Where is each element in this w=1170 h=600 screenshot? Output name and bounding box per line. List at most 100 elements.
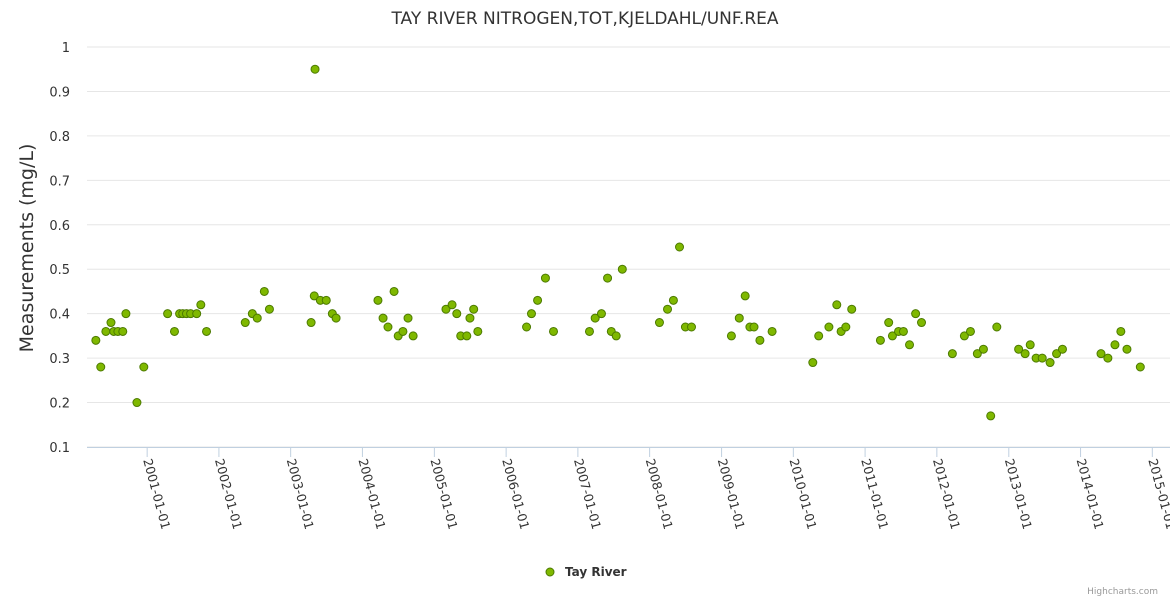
- data-point[interactable]: [522, 322, 532, 332]
- data-point[interactable]: [749, 322, 759, 332]
- data-point[interactable]: [259, 286, 269, 296]
- data-point[interactable]: [540, 273, 550, 283]
- data-point[interactable]: [252, 313, 262, 323]
- chart-title: TAY RIVER NITROGEN,TOT,KJELDAHL/UNF.REA: [390, 9, 778, 29]
- data-point[interactable]: [887, 331, 897, 341]
- data-point[interactable]: [972, 349, 982, 359]
- data-point[interactable]: [847, 304, 857, 314]
- data-point[interactable]: [808, 358, 818, 368]
- data-point[interactable]: [121, 309, 131, 319]
- data-point[interactable]: [240, 318, 250, 328]
- data-point[interactable]: [911, 309, 921, 319]
- y-tick-label: 1: [62, 41, 70, 56]
- data-point[interactable]: [898, 326, 908, 336]
- data-point[interactable]: [331, 313, 341, 323]
- data-point[interactable]: [1135, 362, 1145, 372]
- data-point[interactable]: [596, 309, 606, 319]
- data-point[interactable]: [309, 291, 319, 301]
- data-point[interactable]: [875, 335, 885, 345]
- data-point[interactable]: [668, 295, 678, 305]
- data-point[interactable]: [986, 411, 996, 421]
- credits-link[interactable]: Highcharts.com: [1087, 587, 1158, 597]
- data-point[interactable]: [992, 322, 1002, 332]
- data-point[interactable]: [755, 335, 765, 345]
- data-point[interactable]: [106, 318, 116, 328]
- data-point[interactable]: [590, 313, 600, 323]
- data-point[interactable]: [1116, 326, 1126, 336]
- y-tick-label: 0.4: [49, 308, 70, 323]
- data-point[interactable]: [533, 295, 543, 305]
- data-point[interactable]: [740, 291, 750, 301]
- data-point[interactable]: [310, 64, 320, 74]
- data-point[interactable]: [734, 313, 744, 323]
- data-point[interactable]: [1025, 340, 1035, 350]
- data-point[interactable]: [726, 331, 736, 341]
- data-point[interactable]: [841, 322, 851, 332]
- data-point[interactable]: [1014, 344, 1024, 354]
- data-point[interactable]: [1045, 358, 1055, 368]
- data-point[interactable]: [905, 340, 915, 350]
- data-point[interactable]: [408, 331, 418, 341]
- data-point[interactable]: [447, 300, 457, 310]
- data-point[interactable]: [965, 326, 975, 336]
- data-point[interactable]: [196, 300, 206, 310]
- data-point[interactable]: [526, 309, 536, 319]
- data-point[interactable]: [767, 326, 777, 336]
- data-point[interactable]: [91, 335, 101, 345]
- data-point[interactable]: [947, 349, 957, 359]
- data-point[interactable]: [321, 295, 331, 305]
- data-point[interactable]: [378, 313, 388, 323]
- data-point[interactable]: [202, 326, 212, 336]
- data-point[interactable]: [465, 313, 475, 323]
- data-point[interactable]: [603, 273, 613, 283]
- data-point[interactable]: [814, 331, 824, 341]
- data-point[interactable]: [549, 326, 559, 336]
- data-point[interactable]: [452, 309, 462, 319]
- data-point[interactable]: [169, 326, 179, 336]
- data-point[interactable]: [383, 322, 393, 332]
- x-tick-label: 2013-01-01: [1002, 457, 1035, 531]
- y-tick-label: 0.7: [49, 174, 70, 189]
- data-point[interactable]: [1057, 344, 1067, 354]
- legend[interactable]: Tay River: [545, 565, 627, 579]
- data-point[interactable]: [462, 331, 472, 341]
- data-point[interactable]: [1103, 353, 1113, 363]
- data-point[interactable]: [398, 326, 408, 336]
- data-point[interactable]: [687, 322, 697, 332]
- data-point[interactable]: [675, 242, 685, 252]
- data-point[interactable]: [264, 304, 274, 314]
- x-tick-label: 2007-01-01: [571, 457, 604, 531]
- data-point[interactable]: [1020, 349, 1030, 359]
- data-point[interactable]: [959, 331, 969, 341]
- data-point[interactable]: [1096, 349, 1106, 359]
- data-point[interactable]: [663, 304, 673, 314]
- data-point[interactable]: [617, 264, 627, 274]
- data-point[interactable]: [917, 318, 927, 328]
- data-point[interactable]: [163, 309, 173, 319]
- data-point[interactable]: [473, 326, 483, 336]
- data-point[interactable]: [584, 326, 594, 336]
- data-point[interactable]: [469, 304, 479, 314]
- data-point[interactable]: [824, 322, 834, 332]
- data-point[interactable]: [1052, 349, 1062, 359]
- data-point[interactable]: [139, 362, 149, 372]
- data-point[interactable]: [611, 331, 621, 341]
- data-point[interactable]: [1037, 353, 1047, 363]
- data-point[interactable]: [978, 344, 988, 354]
- data-point[interactable]: [884, 318, 894, 328]
- data-point[interactable]: [101, 326, 111, 336]
- data-point[interactable]: [132, 398, 142, 408]
- data-point[interactable]: [192, 309, 202, 319]
- data-point[interactable]: [403, 313, 413, 323]
- data-point[interactable]: [832, 300, 842, 310]
- data-point[interactable]: [96, 362, 106, 372]
- data-point[interactable]: [118, 326, 128, 336]
- data-point[interactable]: [1122, 344, 1132, 354]
- data-point[interactable]: [654, 318, 664, 328]
- data-point[interactable]: [441, 304, 451, 314]
- x-tick-label: 2002-01-01: [212, 457, 245, 531]
- data-point[interactable]: [1110, 340, 1120, 350]
- data-point[interactable]: [389, 286, 399, 296]
- data-point[interactable]: [306, 318, 316, 328]
- data-point[interactable]: [373, 295, 383, 305]
